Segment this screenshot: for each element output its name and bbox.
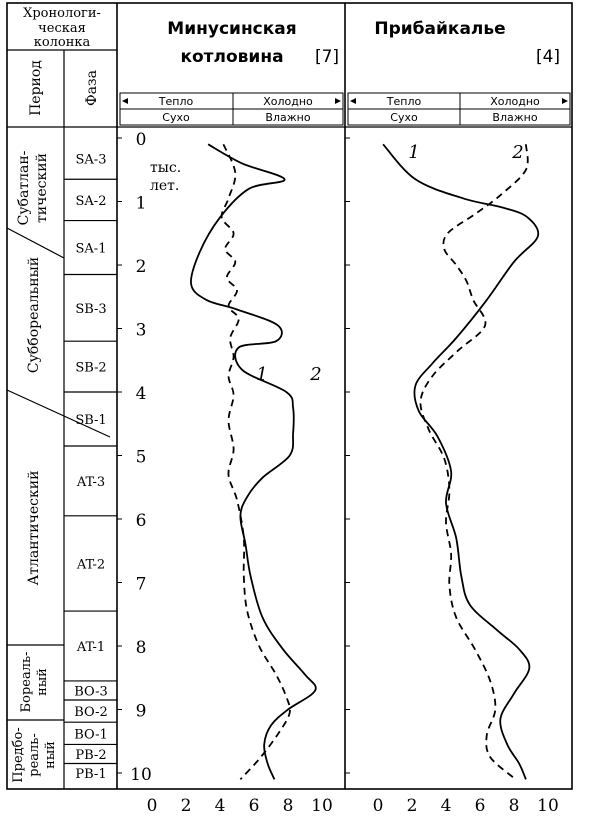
x-tick-label: 0: [147, 796, 158, 816]
period-subboreal: Суббореальный: [26, 257, 42, 373]
x-tick-label: 10: [311, 796, 333, 816]
phase-label: SB-3: [75, 302, 106, 317]
period-subatlantic-line-1: Субатлан-: [16, 150, 32, 225]
x-tick-label: 10: [537, 796, 559, 816]
arrow-left-b: [350, 98, 356, 104]
wet-label-left: Влажно: [265, 111, 310, 124]
chrono-title-line-3: колонка: [34, 35, 91, 50]
time-tick-label: 0: [136, 130, 147, 150]
series-line-1: [382, 143, 540, 780]
time-tick-label: 8: [136, 638, 147, 658]
x-tick-label: 4: [441, 796, 452, 816]
x-tick-label: 4: [215, 796, 226, 816]
time-tick-label: 1: [136, 194, 147, 214]
phase-label: AT-1: [76, 640, 105, 655]
panel-title-baikal: Прибайкалье: [374, 19, 505, 39]
series-line-1: [220, 143, 291, 781]
x-tick-label: 0: [373, 796, 384, 816]
time-tick-label: 3: [136, 321, 147, 341]
time-tick-label: 9: [136, 702, 147, 722]
phase-label: PB-1: [75, 767, 106, 782]
time-unit-line-2: лет.: [150, 178, 179, 194]
time-tick-label: 6: [136, 511, 147, 531]
period-header: Период: [28, 60, 44, 116]
chrono-header: Хронологи- ческая колонка Период Фаза: [23, 6, 101, 116]
phase-label: SA-2: [76, 194, 107, 209]
phase-header: Фаза: [84, 70, 100, 106]
series-label-2: 2: [309, 364, 321, 385]
cold-label-right: Холодно: [490, 95, 540, 108]
period-labels: Субатлан- тический Суббореальный Атланти…: [11, 150, 58, 782]
x-tick-label: 8: [509, 796, 520, 816]
arrow-right-b: [562, 98, 568, 104]
period-dividers: [6, 227, 111, 721]
series-label-1: 1: [408, 142, 419, 163]
x-tick-label: 2: [407, 796, 418, 816]
arrow-right-a: [335, 98, 341, 104]
panel-title-minusinsk-line-2: котловина: [180, 47, 283, 67]
phase-label: AT-2: [76, 557, 105, 572]
phase-label: SB-2: [75, 361, 106, 376]
panel-ref-baikal: [4]: [536, 47, 560, 67]
period-preboreal-line-2: реаль-: [27, 733, 42, 777]
dry-label-right: Сухо: [390, 111, 418, 124]
phase-label: BO-3: [74, 684, 108, 699]
panel-ref-minusinsk: [7]: [315, 47, 339, 67]
series-line-2: [190, 143, 317, 780]
wet-label-right: Влажно: [492, 111, 537, 124]
frame-lines: [6, 2, 573, 790]
time-tick-label: 7: [136, 575, 147, 595]
arrow-left-a: [122, 98, 128, 104]
time-axis-ticks: 0 1 2 3 4 5 6 7 8 9 10: [117, 130, 350, 785]
period-boreal-line-1: Бореаль-: [19, 652, 34, 713]
period-boreal-line-2: ный: [35, 668, 50, 696]
period-preboreal-line-1: Предбо-: [11, 727, 26, 782]
time-tick-label: 10: [130, 765, 152, 785]
time-tick-label: 2: [136, 257, 147, 277]
chrono-title-line-1: Хронологи-: [23, 6, 101, 21]
x-tick-label: 6: [249, 796, 260, 816]
climate-scale-labels: Тепло Холодно Сухо Влажно Тепло Холодно …: [122, 95, 568, 124]
x-tick-label: 2: [181, 796, 192, 816]
phase-column: SA-3 SA-2 SA-1 SB-3 SB-2 SB-1 AT-3 AT-2 AT-1 BO-3…: [64, 153, 117, 782]
x-axis-ticks: 0 2 4 6 8 10 0 2 4 6 8 10: [147, 796, 559, 816]
panel-titles: Минусинская котловина [7] Прибайкалье [4…: [167, 19, 560, 67]
period-subatlantic-line-2: тический: [34, 153, 50, 223]
phase-label: PB-2: [75, 748, 106, 763]
warm-label-right: Тепло: [386, 95, 422, 108]
series-label-1: 1: [256, 364, 267, 385]
cold-label-left: Холодно: [263, 95, 313, 108]
period-atlantic: Атлантический: [26, 471, 42, 586]
time-unit-label: тыс. лет.: [150, 160, 181, 194]
phase-label: SA-1: [76, 242, 107, 257]
x-tick-label: 6: [475, 796, 486, 816]
series-line-2: [419, 144, 529, 781]
phase-label: BO-1: [74, 727, 108, 742]
phase-label: BO-2: [74, 705, 108, 720]
panel-title-minusinsk-line-1: Минусинская: [167, 19, 296, 39]
series-layer: 1 2 1 2: [190, 142, 540, 781]
phase-label: AT-3: [76, 475, 105, 490]
period-preboreal-line-3: ный: [43, 741, 58, 769]
x-tick-label: 8: [283, 796, 294, 816]
warm-label-left: Тепло: [158, 95, 194, 108]
series-label-2: 2: [511, 142, 523, 163]
time-tick-label: 5: [136, 448, 147, 468]
phase-label: SB-1: [75, 413, 106, 428]
dry-label-left: Сухо: [162, 111, 190, 124]
phase-label: SA-3: [76, 153, 107, 168]
time-tick-label: 4: [136, 384, 147, 404]
time-unit-line-1: тыс.: [150, 160, 181, 176]
chrono-title-line-2: ческая: [38, 21, 86, 36]
